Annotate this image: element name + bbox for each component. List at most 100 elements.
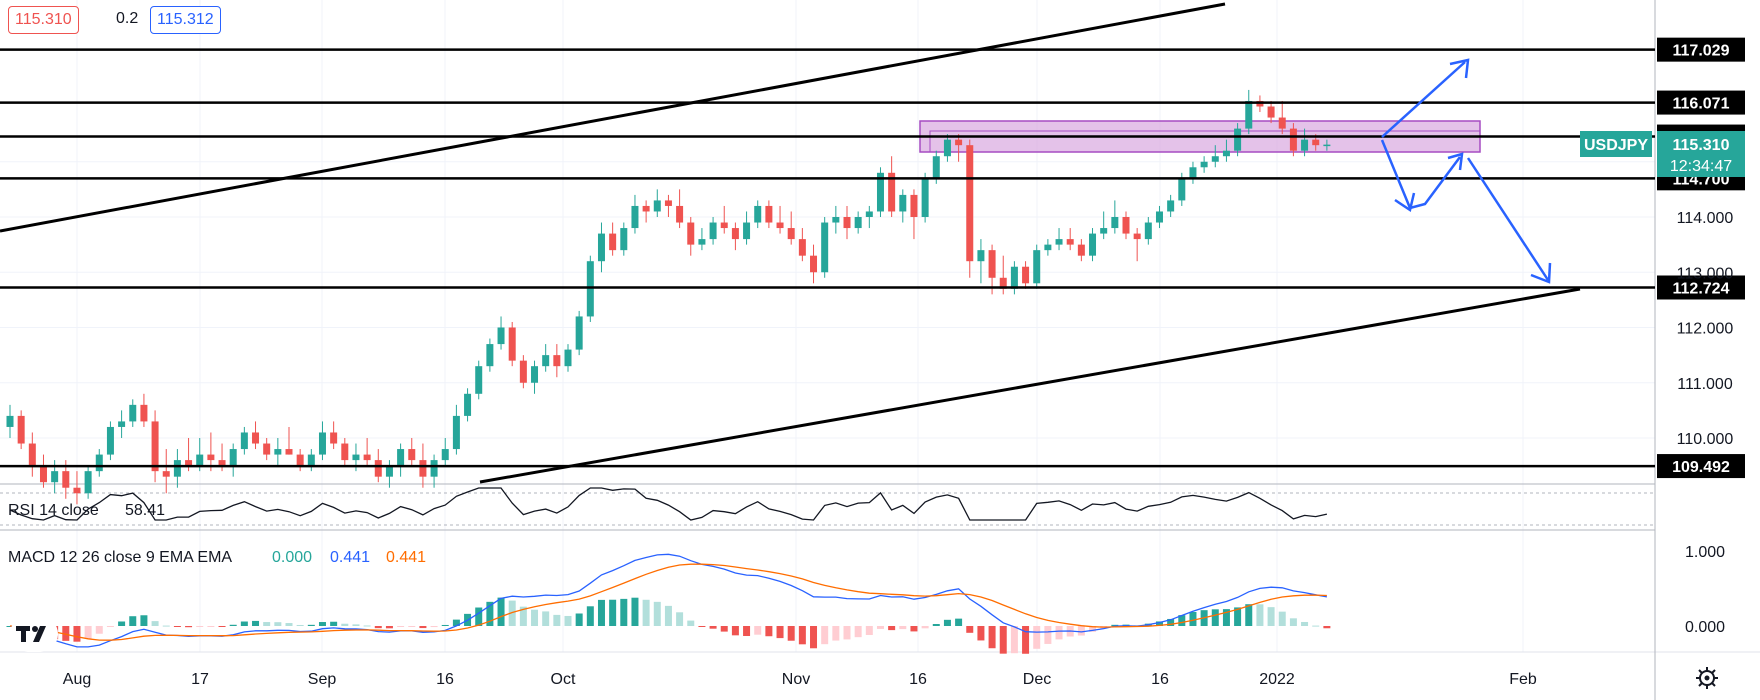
candle <box>687 217 695 256</box>
level-line[interactable]: 116.071 <box>0 90 1745 115</box>
candle <box>486 338 494 372</box>
scenario-arrows[interactable] <box>1380 58 1552 284</box>
level-line[interactable]: 114.700 <box>0 166 1745 191</box>
candle <box>642 200 650 223</box>
macd-histogram-bar <box>263 622 271 626</box>
candle <box>17 410 25 450</box>
symbol-price-tag: USDJPY 115.310 12:34:47 <box>1580 131 1745 177</box>
candle <box>1267 100 1275 124</box>
candle <box>28 432 36 477</box>
candle <box>140 393 148 427</box>
macd-histogram-bar <box>140 615 148 626</box>
macd-histogram-bar <box>229 624 237 626</box>
price-axis[interactable]: 114.000 113.000 112.000 111.000 110.000 <box>1677 210 1734 448</box>
macd-histogram-bar <box>207 626 215 627</box>
macd-histogram-bar <box>296 624 304 626</box>
candle <box>821 217 829 278</box>
candle <box>1033 244 1041 289</box>
candle <box>1077 239 1085 262</box>
level-label: 117.029 <box>1673 43 1730 60</box>
candle <box>106 421 114 461</box>
candle <box>631 194 639 234</box>
spread-value: 0.2 <box>110 6 145 34</box>
macd-histogram-bar <box>988 626 996 649</box>
candle <box>508 321 516 367</box>
macd-histogram-bar <box>1044 626 1052 644</box>
macd-histogram-bar <box>397 626 405 627</box>
macd-histogram-bar <box>943 619 951 626</box>
horizontal-levels[interactable]: 117.029 116.071 115.456 114.700 112.724 109.4… <box>0 37 1745 479</box>
time-tick-label: 2022 <box>1259 671 1295 688</box>
macd-histogram-bar <box>664 605 672 626</box>
candle <box>810 244 818 284</box>
macd-histogram-bar <box>597 599 605 626</box>
time-tick-label: 16 <box>1151 671 1169 688</box>
macd-histogram-bar <box>676 612 684 626</box>
level-line[interactable]: 112.724 <box>0 275 1745 300</box>
level-line[interactable]: 117.029 <box>0 37 1745 62</box>
candle <box>285 426 293 455</box>
candle <box>754 200 762 229</box>
macd-histogram-bar <box>307 624 315 626</box>
macd-histogram-bar <box>787 626 795 641</box>
time-axis[interactable]: Aug 17 Sep 16 Oct Nov 16 Dec 16 2022 Feb <box>63 671 1537 688</box>
candle <box>73 471 81 505</box>
macd-histogram-bar <box>1089 626 1097 632</box>
candle <box>519 355 527 389</box>
candle <box>1200 156 1208 173</box>
candle <box>854 211 862 234</box>
macd-histogram-bar <box>542 611 550 626</box>
candle <box>664 194 672 217</box>
macd-histogram-bar <box>486 601 494 626</box>
macd-histogram-bar <box>754 626 762 635</box>
candle <box>832 205 840 234</box>
candle <box>966 139 974 278</box>
candle <box>553 344 561 378</box>
candle <box>765 200 773 229</box>
price-tick-label: 114.000 <box>1677 210 1734 227</box>
chart-grid <box>0 0 1655 652</box>
candle <box>575 310 583 356</box>
candle <box>397 443 405 477</box>
macd-histogram-bar <box>765 626 773 637</box>
candle <box>564 344 572 372</box>
macd-pane: MACD 12 26 close 9 EMA EMA 0.000 0.441 0.44… <box>6 544 1725 654</box>
candle <box>441 438 449 466</box>
macd-histogram-bar <box>1055 626 1063 640</box>
time-tick-label: 16 <box>909 671 927 688</box>
macd-histogram-bar <box>106 626 114 627</box>
level-line[interactable]: 115.456 <box>0 124 1745 149</box>
tradingview-logo-icon[interactable] <box>10 616 58 652</box>
bid-price-box[interactable]: 115.310 <box>8 6 79 34</box>
candle <box>1144 217 1152 245</box>
trendlines[interactable] <box>0 2 1581 484</box>
macd-line <box>9 553 1328 648</box>
macd-histogram-bar <box>776 626 784 639</box>
level-line[interactable]: 109.492 <box>0 454 1745 479</box>
macd-signal-value: 0.441 <box>386 549 426 566</box>
macd-histogram-bar <box>162 625 170 627</box>
macd-histogram-bar <box>1289 618 1297 626</box>
candle <box>1066 228 1074 251</box>
macd-histogram-bar <box>698 626 706 627</box>
ask-price-box[interactable]: 115.312 <box>150 6 221 34</box>
up-arrow <box>1381 61 1466 138</box>
macd-histogram-bar <box>1301 621 1309 626</box>
macd-histogram-bar <box>865 626 873 635</box>
macd-histogram-bar <box>1245 604 1253 626</box>
macd-histogram-bar <box>854 626 862 638</box>
macd-histogram-bar <box>687 620 695 626</box>
macd-histogram-bar <box>363 625 371 627</box>
settings-gear-icon[interactable] <box>1696 667 1718 689</box>
lower-trendline <box>479 287 1581 484</box>
macd-histogram-bar <box>1077 626 1085 636</box>
macd-histogram-bar <box>274 622 282 626</box>
candle <box>876 167 884 217</box>
macd-histogram-bar <box>709 626 717 629</box>
macd-histogram-bar <box>151 621 159 626</box>
candle <box>1323 139 1331 151</box>
current-price-label: 115.310 <box>1673 137 1730 154</box>
macd-histogram-bar <box>285 623 293 626</box>
candle <box>653 189 661 217</box>
